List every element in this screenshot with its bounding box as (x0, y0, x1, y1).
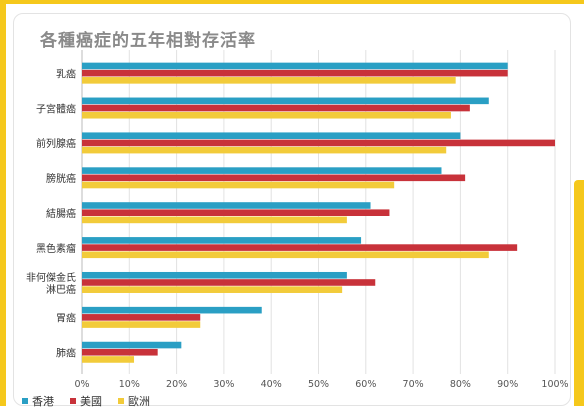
category-label: 淋巴癌 (46, 283, 76, 296)
category-label: 黑色素瘤 (36, 242, 76, 255)
chart-legend: 香港 美國 歐洲 (22, 393, 150, 409)
x-tick-label: 0% (74, 379, 89, 390)
bar-美國-6 (82, 279, 376, 286)
category-label: 子宮體癌 (36, 102, 76, 115)
bar-歐洲-1 (82, 111, 451, 119)
x-tick-label: 10% (119, 379, 140, 390)
x-tick-label: 90% (497, 379, 518, 390)
legend-label: 香港 (32, 395, 54, 408)
category-label: 乳癌 (56, 67, 76, 80)
chart-title: 各種癌症的五年相對存活率 (40, 31, 256, 51)
bar-美國-5 (82, 244, 518, 251)
legend-swatch (70, 398, 76, 404)
category-label: 膀胱癌 (46, 172, 76, 185)
bar-歐洲-7 (82, 321, 201, 328)
bar-歐洲-8 (82, 356, 135, 363)
category-label: 胃癌 (56, 312, 76, 325)
accent-bar-left (0, 0, 6, 406)
x-tick-label: 100% (541, 379, 568, 390)
bar-歐洲-0 (82, 77, 456, 84)
x-tick-label: 80% (450, 379, 471, 390)
bar-美國-2 (82, 139, 555, 147)
bar-香港-7 (82, 306, 262, 314)
bar-美國-3 (82, 174, 466, 182)
legend-item: 香港 (22, 393, 54, 409)
legend-item: 歐洲 (118, 393, 150, 409)
bar-歐洲-4 (82, 216, 347, 224)
x-tick-label: 50% (308, 379, 329, 390)
bar-香港-6 (82, 271, 347, 279)
category-label: 非何傑金氏 (26, 271, 76, 284)
legend-swatch (118, 398, 124, 404)
accent-bar-right (574, 180, 584, 406)
bar-歐洲-6 (82, 286, 343, 293)
bar-香港-8 (82, 341, 182, 349)
bar-美國-7 (82, 314, 201, 321)
category-label: 結腸癌 (46, 207, 76, 220)
x-tick-label: 40% (261, 379, 282, 390)
bar-美國-8 (82, 348, 158, 356)
category-label: 肺癌 (56, 347, 76, 360)
x-tick-label: 30% (213, 379, 234, 390)
legend-label: 美國 (80, 395, 102, 408)
x-tick-label: 60% (355, 379, 376, 390)
bar-歐洲-2 (82, 146, 447, 154)
bar-香港-1 (82, 97, 489, 105)
accent-bar-top (0, 0, 584, 4)
bar-美國-0 (82, 69, 508, 77)
bar-香港-4 (82, 202, 371, 209)
category-label: 前列腺癌 (36, 137, 76, 150)
bar-美國-4 (82, 209, 390, 216)
bar-歐洲-3 (82, 181, 395, 189)
legend-label: 歐洲 (128, 395, 150, 408)
x-tick-label: 70% (403, 379, 424, 390)
bar-香港-2 (82, 132, 461, 140)
legend-item: 美國 (70, 393, 102, 409)
bar-美國-1 (82, 104, 470, 112)
bar-香港-3 (82, 167, 442, 174)
legend-swatch (22, 398, 28, 404)
bar-香港-0 (82, 62, 508, 70)
bar-歐洲-5 (82, 251, 489, 259)
x-tick-label: 20% (166, 379, 187, 390)
bar-香港-5 (82, 237, 362, 244)
